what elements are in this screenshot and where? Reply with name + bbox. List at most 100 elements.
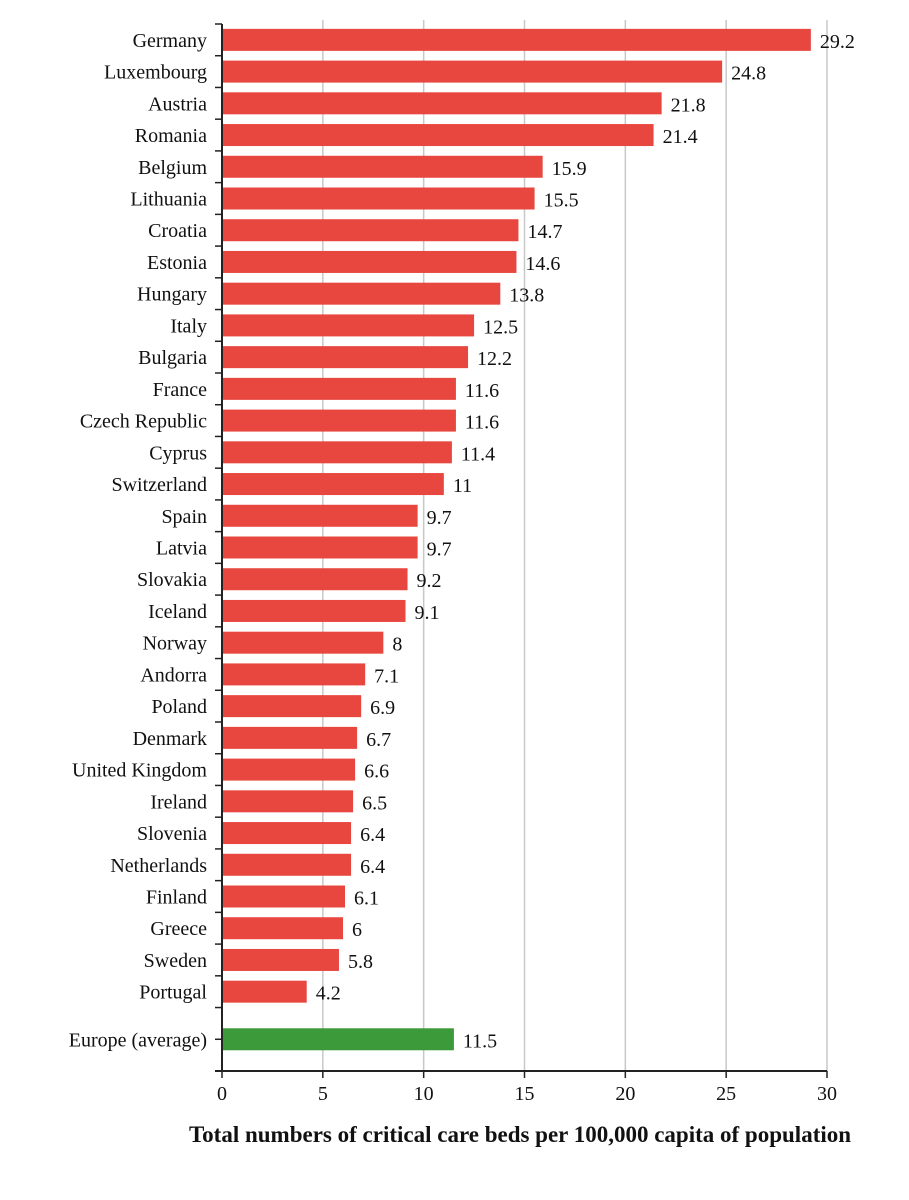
bar [222,473,444,496]
bar [222,250,517,273]
bar [222,504,418,527]
data-label: 6.1 [354,888,379,910]
category-label: Andorra [140,664,207,686]
bar [222,92,662,115]
category-label: Bulgaria [138,347,207,369]
category-label: Denmark [133,728,207,750]
bar [222,282,501,305]
bar [222,917,343,940]
data-label: 6.6 [364,761,389,783]
data-label: 6.9 [370,697,395,719]
bar [222,663,366,686]
category-label: Lithuania [130,189,207,211]
data-label: 11.6 [465,380,499,402]
category-label: United Kingdom [72,760,207,782]
bar [222,948,339,971]
category-label: Hungary [137,284,207,306]
category-label: Estonia [147,252,207,274]
bar [222,155,543,178]
data-label: 12.5 [483,316,518,338]
bar [222,1028,454,1051]
category-label: Switzerland [111,474,207,496]
category-label: Italy [170,315,207,337]
data-label: 24.8 [731,63,766,85]
data-label: 6.4 [360,856,385,878]
category-label: France [153,379,208,401]
data-label: 12.2 [477,348,512,370]
x-tick-label: 20 [615,1083,635,1105]
x-tick-label: 15 [515,1083,535,1105]
bar [222,409,456,432]
bar [222,758,356,781]
bar [222,346,469,369]
category-label: Romania [135,125,207,147]
x-tick-label: 5 [318,1083,328,1105]
data-label: 11.5 [463,1030,497,1052]
bar [222,980,307,1003]
data-label: 14.7 [527,221,562,243]
bar [222,885,346,908]
x-tick-label: 10 [414,1083,434,1105]
bar [222,314,475,337]
data-label: 4.2 [316,983,341,1005]
data-label: 7.1 [374,665,399,687]
data-label: 6.4 [360,824,385,846]
data-label: 13.8 [509,285,544,307]
category-label: Sweden [144,950,207,972]
bar [222,853,352,876]
data-label: 29.2 [820,31,855,53]
category-label: Ireland [150,791,207,813]
category-label: Europe (average) [69,1029,207,1051]
data-label: 8 [392,634,402,656]
bar [222,631,384,654]
bar [222,822,352,845]
category-label: Norway [143,633,207,655]
category-label: Austria [148,93,207,115]
data-label: 15.5 [544,190,579,212]
category-label: Croatia [148,220,207,242]
data-label: 11.4 [461,443,495,465]
data-label: 5.8 [348,951,373,973]
x-axis-title: Total numbers of critical care beds per … [188,1122,852,1147]
category-label: Finland [146,887,207,909]
category-label: Luxembourg [104,62,207,84]
bar [222,695,362,718]
category-label: Portugal [139,982,207,1004]
category-label: Latvia [156,538,207,560]
data-label: 11.6 [465,412,499,434]
data-label: 11 [453,475,472,497]
data-label: 6.5 [362,792,387,814]
data-label: 15.9 [552,158,587,180]
bar [222,790,354,813]
data-label: 21.4 [663,126,698,148]
x-tick-label: 25 [716,1083,736,1105]
x-tick-label: 30 [817,1083,837,1105]
data-label: 9.7 [427,539,452,561]
category-label: Iceland [148,601,207,623]
bar [222,124,654,147]
data-label: 14.6 [525,253,560,275]
category-label: Slovakia [137,569,207,591]
category-label: Germany [133,30,207,52]
bar [222,441,452,464]
category-label: Greece [150,918,207,940]
data-label: 9.1 [415,602,440,624]
category-label: Poland [151,696,207,718]
category-label: Belgium [138,157,207,179]
bar [222,568,408,591]
bar [222,28,811,51]
x-tick-label: 0 [217,1083,227,1105]
bar [222,219,519,242]
category-label: Cyprus [149,442,207,464]
bar [222,60,723,83]
category-label: Netherlands [110,855,207,877]
bar [222,187,535,210]
data-label: 9.7 [427,507,452,529]
bar [222,536,418,559]
data-label: 6 [352,919,362,941]
category-label: Czech Republic [80,411,207,433]
bar [222,599,406,622]
category-label: Slovenia [137,823,207,845]
data-label: 6.7 [366,729,391,751]
